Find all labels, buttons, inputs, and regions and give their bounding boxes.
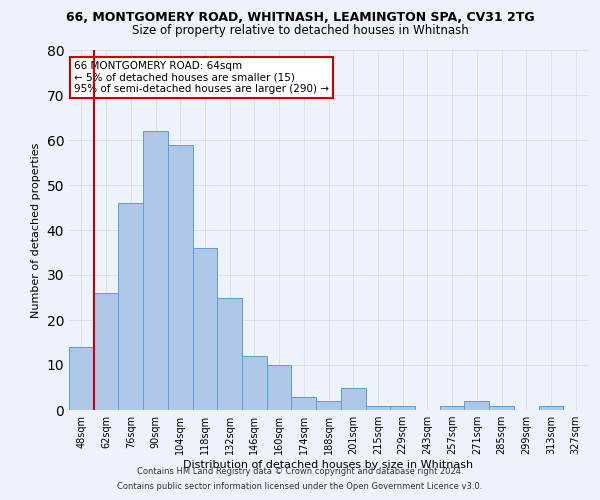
Bar [193, 248, 217, 410]
Bar [390, 406, 415, 410]
Bar [489, 406, 514, 410]
Bar [341, 388, 365, 410]
Bar [267, 365, 292, 410]
Bar [143, 131, 168, 410]
Bar [217, 298, 242, 410]
Text: 66, MONTGOMERY ROAD, WHITNASH, LEAMINGTON SPA, CV31 2TG: 66, MONTGOMERY ROAD, WHITNASH, LEAMINGTO… [65, 11, 535, 24]
Bar [539, 406, 563, 410]
Bar [118, 203, 143, 410]
Bar [292, 396, 316, 410]
Bar [168, 144, 193, 410]
Y-axis label: Number of detached properties: Number of detached properties [31, 142, 41, 318]
Text: Size of property relative to detached houses in Whitnash: Size of property relative to detached ho… [131, 24, 469, 37]
Text: Contains public sector information licensed under the Open Government Licence v3: Contains public sector information licen… [118, 482, 482, 491]
X-axis label: Distribution of detached houses by size in Whitnash: Distribution of detached houses by size … [184, 460, 473, 470]
Bar [242, 356, 267, 410]
Text: 66 MONTGOMERY ROAD: 64sqm
← 5% of detached houses are smaller (15)
95% of semi-d: 66 MONTGOMERY ROAD: 64sqm ← 5% of detach… [74, 61, 329, 94]
Bar [440, 406, 464, 410]
Text: Contains HM Land Registry data © Crown copyright and database right 2024.: Contains HM Land Registry data © Crown c… [137, 467, 463, 476]
Bar [94, 293, 118, 410]
Bar [365, 406, 390, 410]
Bar [464, 401, 489, 410]
Bar [69, 347, 94, 410]
Bar [316, 401, 341, 410]
